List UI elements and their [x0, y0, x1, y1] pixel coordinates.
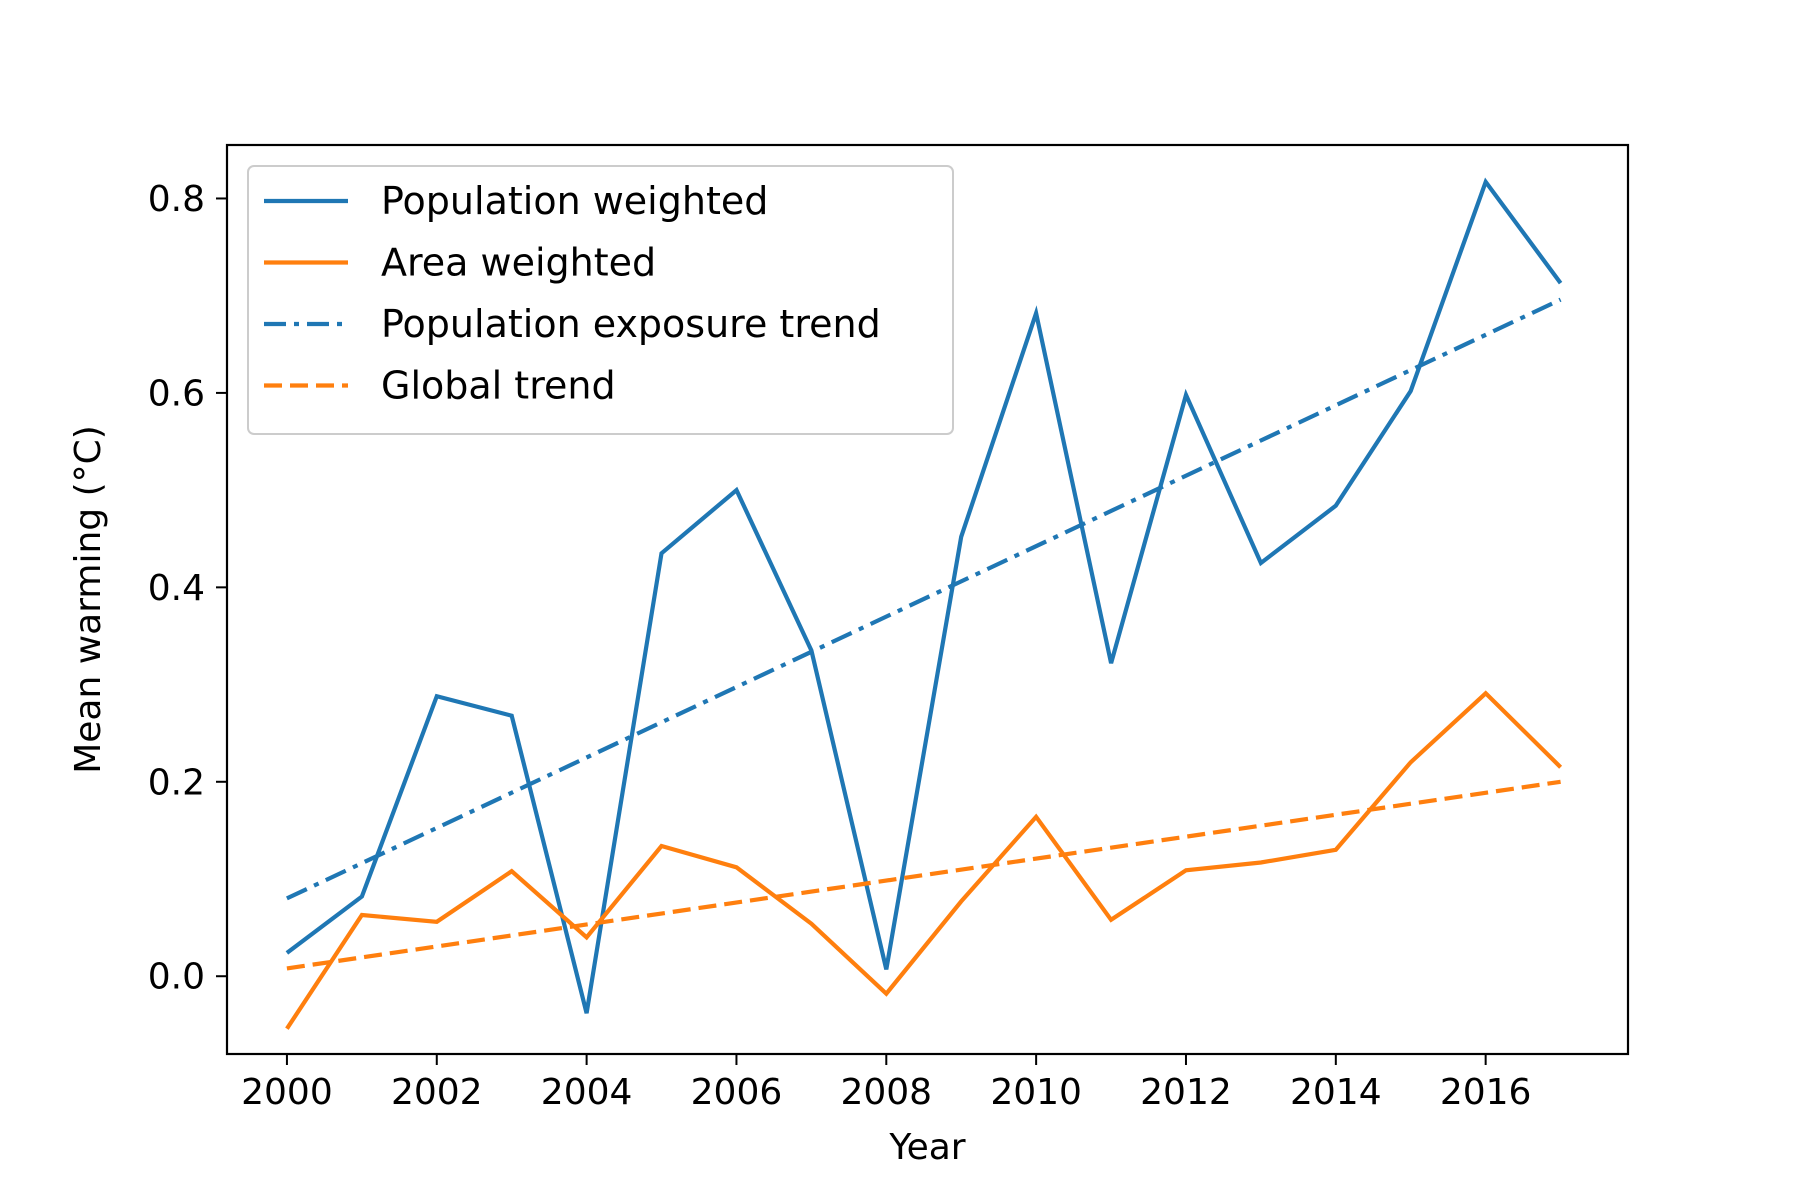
y-tick-label: 0.2 [148, 762, 205, 803]
legend: Population weighted Area weighted Populati… [247, 165, 954, 435]
y-axis-label: Mean warming (°C) [68, 425, 109, 774]
y-tick-label: 0.8 [148, 179, 205, 220]
y-tick-label: 0.4 [148, 568, 205, 609]
legend-box [247, 165, 954, 435]
legend-label: Area weighted [381, 241, 656, 285]
plot-frame [225, 143, 1630, 1056]
x-tick-label: 2016 [1440, 1072, 1532, 1113]
x-tick-label: 2000 [241, 1072, 333, 1113]
series-line-4 [286, 779, 1561, 971]
x-axis-label: Year [888, 1127, 965, 1168]
x-tick-label: 2004 [541, 1072, 633, 1113]
y-tick-label: 0.6 [148, 373, 205, 414]
ticks-layer: 2000 2002 2004 2006 2008 2010 2012 2014 2016 0.0 0… [148, 179, 1532, 1113]
legend-label: Global trend [381, 364, 616, 408]
series-layer [285, 177, 1563, 1030]
series-line-1 [285, 177, 1563, 1014]
legend-label: Population weighted [381, 179, 768, 223]
legend-label: Population exposure trend [381, 302, 881, 346]
x-tick-label: 2008 [840, 1072, 932, 1113]
series-line-2 [285, 690, 1563, 1030]
series-line-3 [286, 297, 1562, 901]
x-tick-label: 2006 [691, 1072, 783, 1113]
x-tick-label: 2002 [391, 1072, 483, 1113]
x-tick-label: 2012 [1140, 1072, 1232, 1113]
x-tick-label: 2010 [990, 1072, 1082, 1113]
y-tick-label: 0.0 [148, 957, 205, 998]
x-tick-label: 2014 [1290, 1072, 1382, 1113]
